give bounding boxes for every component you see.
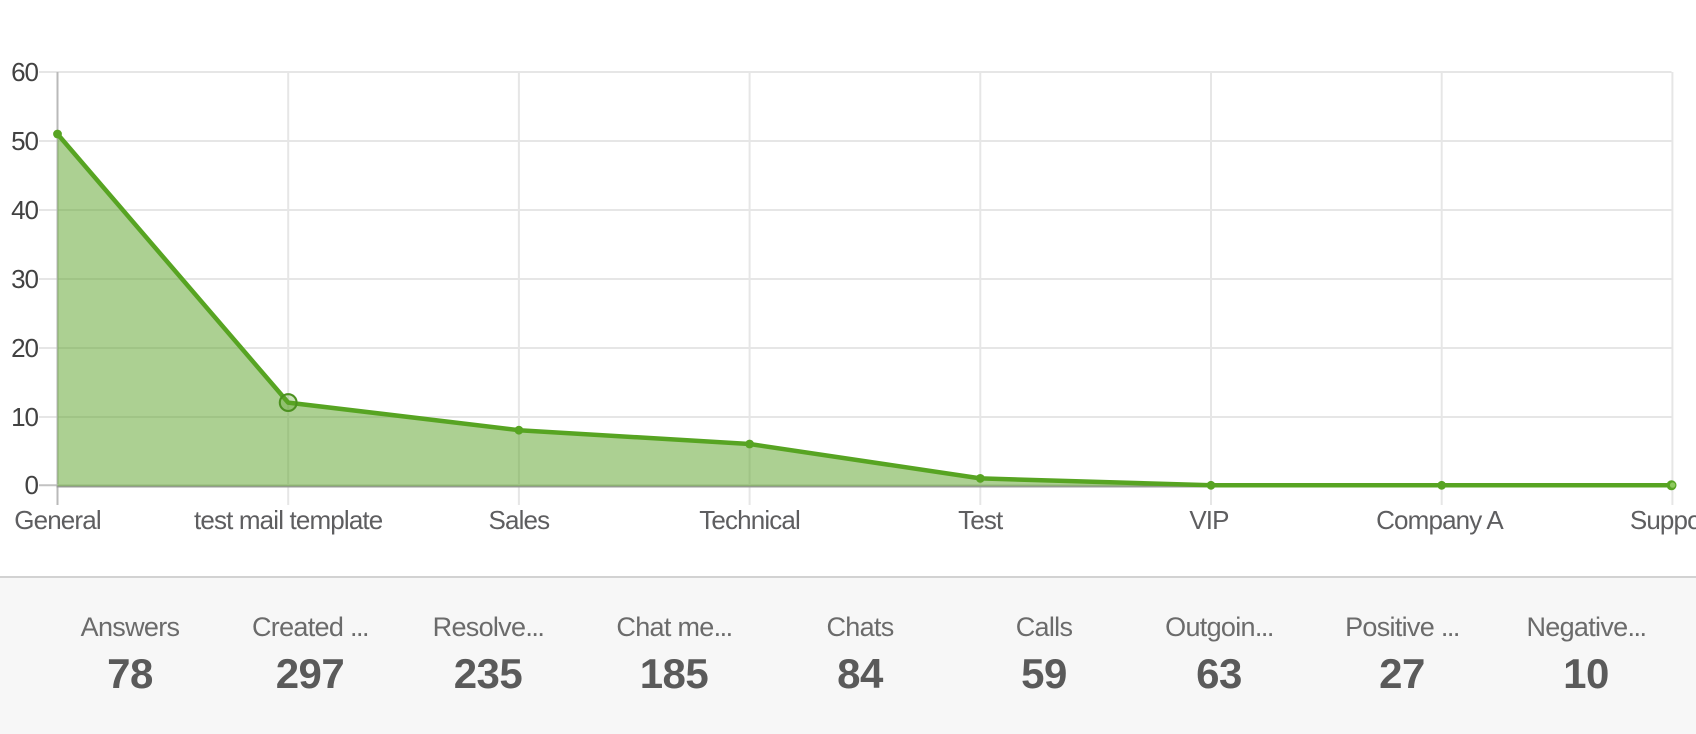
svg-text:50: 50 [11, 126, 38, 156]
svg-text:10: 10 [11, 402, 38, 432]
svg-text:Test: Test [958, 505, 1004, 535]
svg-text:Support: Support [1630, 505, 1696, 535]
svg-text:Technical: Technical [699, 505, 800, 535]
svg-text:Company A: Company A [1376, 505, 1504, 535]
svg-text:Sales: Sales [489, 505, 551, 535]
svg-text:40: 40 [11, 195, 38, 225]
svg-text:60: 60 [11, 57, 38, 87]
svg-text:test mail template: test mail template [194, 505, 383, 535]
svg-text:0: 0 [25, 470, 39, 500]
svg-text:VIP: VIP [1189, 505, 1228, 535]
svg-text:30: 30 [11, 264, 38, 294]
svg-text:20: 20 [11, 333, 38, 363]
svg-text:General: General [14, 505, 101, 535]
